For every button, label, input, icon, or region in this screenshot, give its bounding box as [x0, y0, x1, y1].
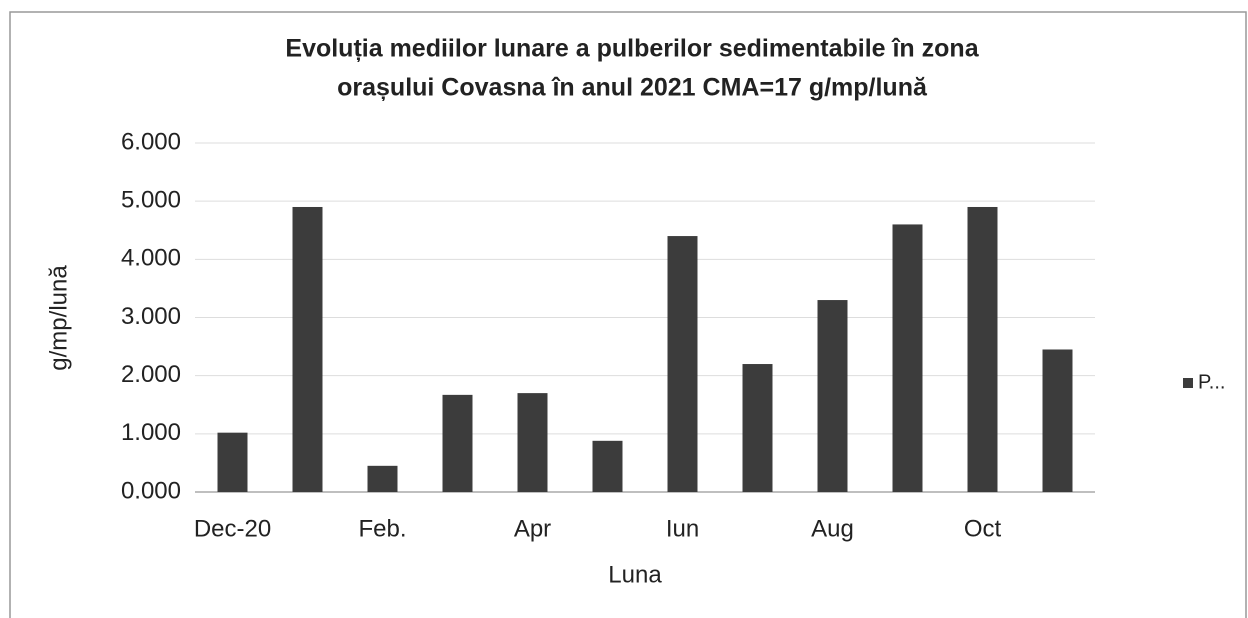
bar [292, 206, 323, 492]
x-tick-label: Aug [811, 515, 854, 542]
x-tick-label: Apr [514, 515, 551, 542]
bar [667, 236, 698, 492]
bar [442, 394, 473, 492]
x-tick-label: Iun [666, 515, 699, 542]
legend-label: P... [1198, 371, 1225, 393]
bar [217, 432, 248, 492]
y-tick-label: 1.000 [121, 419, 181, 446]
x-axis-label: Luna [608, 561, 662, 588]
y-tick-label: 6.000 [121, 128, 181, 155]
bar [1042, 349, 1073, 492]
bar [517, 393, 548, 492]
chart-title: orașului Covasna în anul 2021 CMA=17 g/m… [337, 74, 928, 102]
chart-frame [9, 11, 1247, 618]
y-axis-label: g/mp/lună [45, 265, 72, 371]
x-tick-label: Dec-20 [194, 515, 271, 542]
y-tick-label: 5.000 [121, 187, 181, 214]
y-tick-label: 0.000 [121, 477, 181, 504]
bar [817, 300, 848, 492]
legend-swatch [1183, 378, 1193, 388]
x-tick-label: Oct [964, 515, 1002, 542]
y-tick-label: 2.000 [121, 361, 181, 388]
x-tick-label: Feb. [358, 515, 406, 542]
y-tick-label: 4.000 [121, 245, 181, 272]
bar [592, 440, 623, 492]
bar [742, 364, 773, 492]
y-tick-label: 3.000 [121, 303, 181, 330]
bar [892, 224, 923, 492]
bar [967, 206, 998, 492]
bar [367, 465, 398, 492]
chart-title: Evoluția mediilor lunare a pulberilor se… [285, 35, 979, 63]
